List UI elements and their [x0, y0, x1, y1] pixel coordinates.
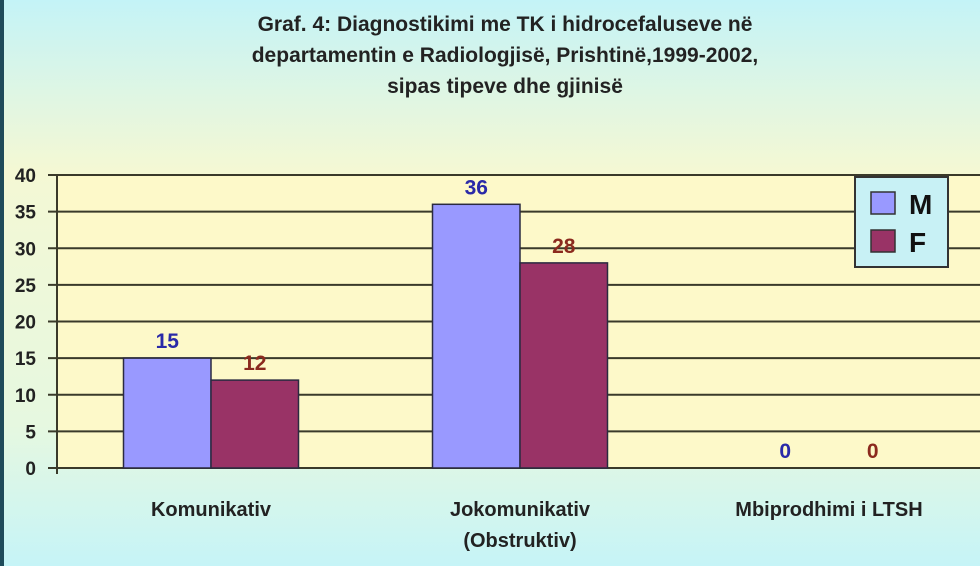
y-tick-label: 15: [15, 349, 37, 370]
bar-f: [210, 379, 300, 469]
data-label-m: 15: [156, 330, 180, 353]
data-label-m: 36: [465, 176, 488, 199]
y-axis: 0 5 10 15 20 25 30 35 40: [15, 166, 58, 480]
data-label-f: 28: [552, 235, 576, 258]
legend-swatch-f: [870, 229, 896, 253]
data-label-f: 12: [243, 352, 266, 375]
bar-m: [122, 357, 212, 469]
x-tick-label: Jokomunikativ: [450, 499, 591, 521]
chart-title: Graf. 4: Diagnostikimi me TK i hidrocefa…: [252, 13, 759, 98]
bar-f: [519, 262, 609, 469]
chart-title-line: Graf. 4: Diagnostikimi me TK i hidrocefa…: [258, 13, 753, 36]
y-tick-label: 5: [25, 422, 36, 443]
y-tick-label: 20: [15, 313, 36, 334]
y-tick-label: 0: [25, 459, 36, 480]
y-tick-label: 35: [15, 203, 37, 224]
data-label-m: 0: [779, 440, 791, 463]
data-label-f: 0: [867, 440, 879, 463]
x-tick-label: Mbiprodhimi i LTSH: [735, 499, 922, 521]
y-tick-label: 10: [15, 386, 36, 407]
data-labels: 15 12 36 28 0 0: [156, 176, 879, 463]
x-axis: Komunikativ Jokomunikativ (Obstruktiv) Mbip…: [151, 499, 923, 552]
bars: [122, 203, 609, 469]
y-tick-label: 30: [15, 239, 36, 260]
y-tick-label: 25: [15, 276, 37, 297]
x-tick-label: Komunikativ: [151, 499, 272, 521]
legend-label-f: F: [909, 227, 926, 258]
chart-title-line: sipas tipeve dhe gjinisë: [387, 75, 623, 98]
legend-box: [854, 176, 949, 268]
legend-label-m: M: [909, 189, 932, 220]
y-tick-label: 40: [15, 166, 36, 187]
left-border: [0, 0, 4, 566]
chart-title-line: departamentin e Radiologjisë, Prishtinë,…: [252, 44, 759, 67]
x-tick-label: (Obstruktiv): [463, 530, 576, 552]
legend-swatch-m: [870, 191, 896, 215]
legend: MF: [854, 176, 949, 268]
bar-m: [431, 203, 521, 469]
